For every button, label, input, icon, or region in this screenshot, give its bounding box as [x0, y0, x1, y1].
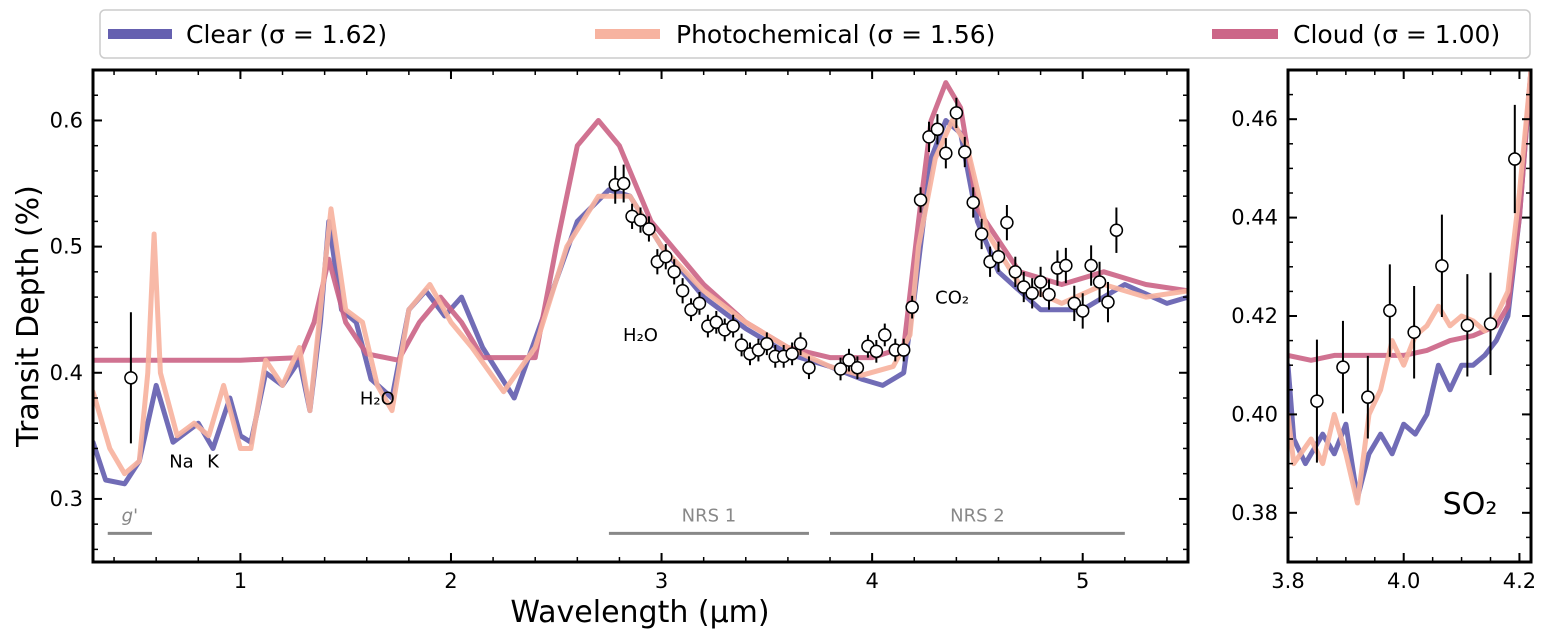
- x-tick-label: 2: [444, 569, 457, 593]
- data-point: [905, 300, 919, 314]
- data-point: [785, 347, 799, 361]
- inset-plot-frame: [1286, 68, 1533, 564]
- model-line-clear: [93, 118, 1188, 487]
- data-point: [869, 344, 884, 359]
- molecule-annotation: H₂O: [623, 325, 658, 346]
- y-tick-label: 0.46: [1231, 107, 1278, 131]
- data-point: [659, 249, 673, 264]
- y-axis-title: Transit Depth (%): [11, 185, 46, 448]
- data-point: [939, 146, 953, 161]
- data-point: [974, 227, 989, 241]
- data-point: [1508, 152, 1522, 166]
- data-point: [709, 315, 724, 330]
- data-point: [922, 130, 936, 144]
- molecule-annotation: K: [207, 451, 220, 472]
- y-tick-label: 0.5: [50, 235, 83, 259]
- data-point: [1361, 390, 1375, 404]
- y-tick-label: 0.44: [1231, 206, 1278, 230]
- data-point: [878, 328, 892, 342]
- data-point: [802, 360, 816, 375]
- data-point: [1025, 286, 1039, 301]
- data-point: [1109, 223, 1124, 237]
- x-tick-label: 1: [234, 569, 247, 593]
- data-point: [1092, 275, 1107, 289]
- legend-label-clear: Clear (σ = 1.62): [186, 20, 387, 49]
- inset-panel: 3.8 4.0 4.2 0.38 0.40 0.42 0.44 0.46 SO₂: [1231, 68, 1536, 593]
- x-tick-label: 3: [655, 569, 668, 593]
- instrument-range-label: NRS 2: [950, 505, 1005, 526]
- x-tick-label: 5: [1076, 569, 1089, 593]
- y-tick-label: 0.4: [50, 361, 83, 385]
- data-point: [793, 337, 808, 351]
- data-point: [1336, 360, 1350, 374]
- instrument-ranges: g' NRS 1 NRS 2: [107, 505, 1125, 535]
- x-tick-label: 3.8: [1271, 569, 1304, 593]
- data-point: [734, 338, 749, 352]
- data-point: [896, 343, 911, 357]
- y-tick-label: 0.42: [1231, 304, 1278, 328]
- data-point: [760, 337, 774, 351]
- inset-model-lines: [1288, 70, 1531, 506]
- data-point: [833, 362, 848, 376]
- data-point: [1067, 296, 1082, 311]
- main-plot-frame: [91, 68, 1190, 564]
- y-tick-label: 0.6: [50, 108, 83, 132]
- data-point: [1075, 304, 1090, 318]
- data-point: [1383, 303, 1397, 318]
- data-point: [1008, 265, 1023, 279]
- data-point: [991, 249, 1006, 264]
- molecule-annotation: H₂O: [360, 388, 395, 409]
- inset-observations: [1310, 104, 1522, 463]
- x-tick-label: 4.2: [1503, 569, 1536, 593]
- instrument-range-label: g': [122, 505, 138, 526]
- data-point: [913, 193, 928, 207]
- data-point: [842, 353, 856, 367]
- molecule-annotation: CO₂: [935, 287, 969, 308]
- data-point: [675, 284, 690, 298]
- data-point: [692, 296, 707, 311]
- data-point: [1000, 215, 1014, 230]
- molecule-annotations: Na K H₂O H₂O CO₂: [169, 287, 969, 472]
- model-line-photochemical: [93, 118, 1188, 477]
- main-observations: [124, 97, 1124, 444]
- y-tick-label: 0.3: [50, 487, 83, 511]
- model-line-cloud: [1288, 70, 1531, 363]
- data-point: [1101, 295, 1115, 309]
- x-tick-label: 4.0: [1387, 569, 1420, 593]
- legend-frame: [99, 9, 1531, 59]
- data-point: [667, 265, 681, 279]
- data-point: [616, 176, 631, 191]
- data-point: [633, 213, 648, 227]
- inset-molecule-label: SO₂: [1443, 487, 1498, 522]
- data-point: [1435, 259, 1449, 273]
- data-point: [966, 195, 980, 210]
- data-point: [958, 145, 972, 159]
- data-point: [726, 319, 740, 333]
- data-point: [1033, 275, 1048, 289]
- data-point: [1460, 318, 1475, 333]
- legend-label-cloud: Cloud (σ = 1.00): [1293, 20, 1500, 49]
- data-point: [949, 106, 964, 120]
- data-point: [1042, 287, 1056, 302]
- data-point: [124, 371, 138, 385]
- instrument-range-label: NRS 1: [682, 505, 737, 526]
- model-line-clear: [1288, 70, 1531, 501]
- legend-label-photochemical: Photochemical (σ = 1.56): [676, 20, 995, 49]
- molecule-annotation: Na: [169, 451, 194, 472]
- data-point: [1310, 394, 1324, 408]
- data-point: [1483, 317, 1498, 331]
- data-point: [1059, 258, 1073, 273]
- x-tick-label: 4: [865, 569, 878, 593]
- y-tick-label: 0.40: [1231, 402, 1278, 426]
- data-point: [1084, 258, 1098, 273]
- y-tick-label: 0.38: [1231, 501, 1278, 525]
- data-point: [930, 122, 945, 137]
- data-point: [850, 360, 865, 375]
- data-point: [642, 222, 656, 236]
- x-axis-title: Wavelength (μm): [510, 595, 769, 630]
- legend: Clear (σ = 1.62) Photochemical (σ = 1.56…: [99, 9, 1531, 59]
- main-panel: g' NRS 1 NRS 2 Na K H₂O H₂O CO₂ 1 2 3 4 5 0.3 0.4 0.5…: [11, 68, 1190, 630]
- data-point: [1407, 325, 1421, 339]
